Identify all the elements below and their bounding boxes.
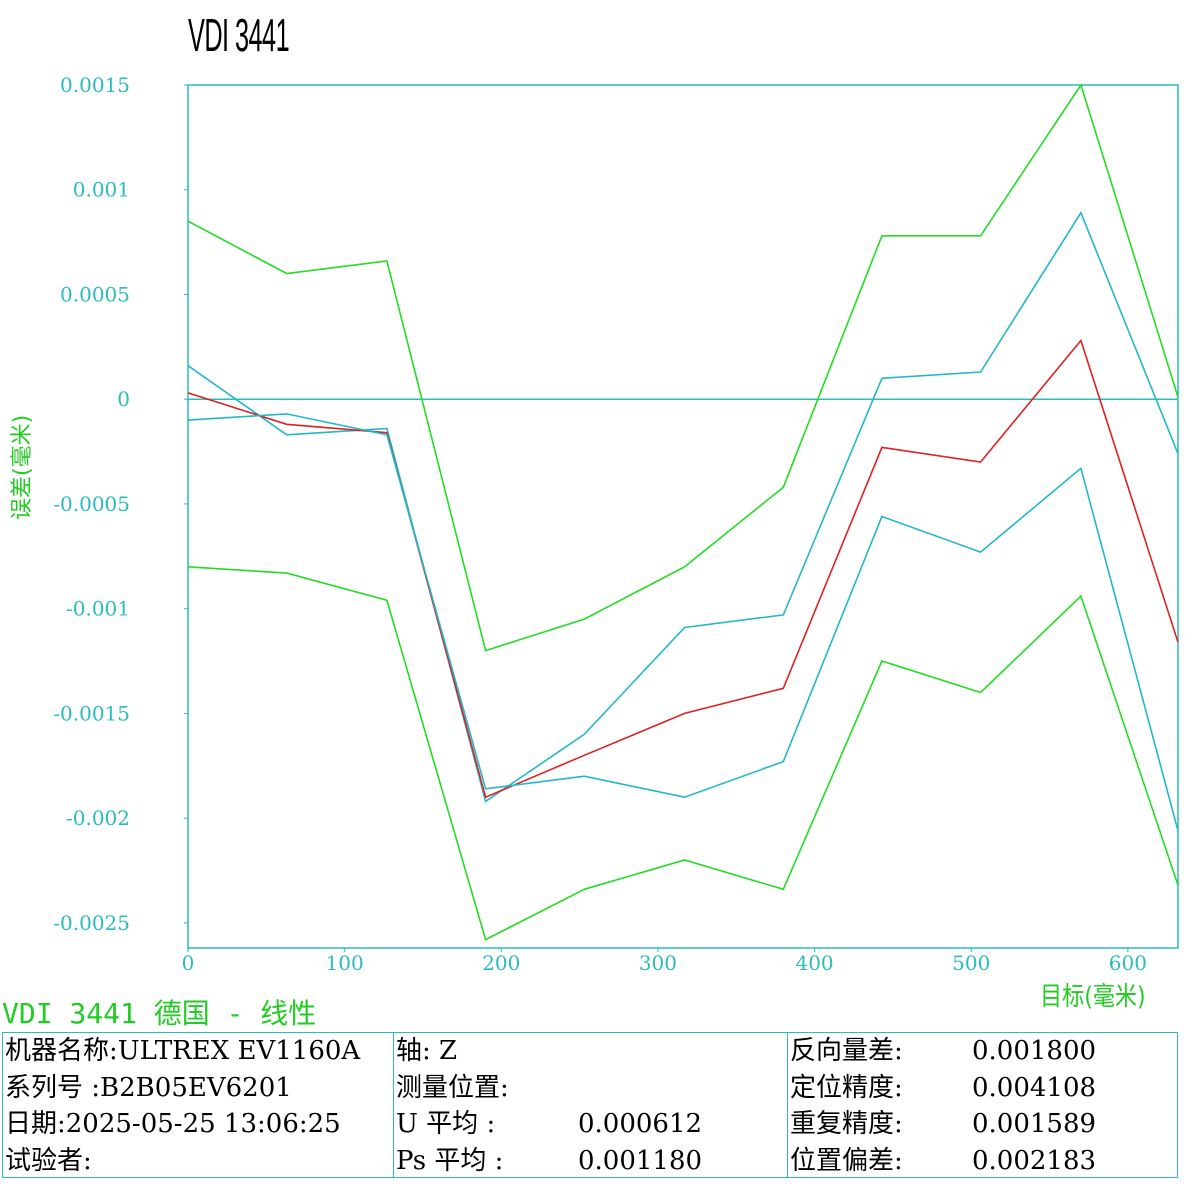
x-axis-label: 目标(毫米) [1040, 982, 1146, 1012]
series-line-backward [187, 413, 1179, 831]
info-table: 机器名称: ULTREX EV1160A 系列号 : B2B05EV6201 日期:… [2, 1032, 1178, 1178]
x-tick-label: 300 [639, 951, 677, 975]
info-key: 定位精度: [790, 1072, 903, 1103]
x-tick-label: 0 [182, 951, 195, 975]
info-row: 试验者: [5, 1143, 393, 1180]
y-tick-label: 0.001 [73, 178, 130, 202]
info-row: 日期: 2025-05-25 13:06:25 [5, 1106, 393, 1143]
series-line-forward [187, 211, 1179, 803]
info-row: 轴: Z [396, 1033, 787, 1070]
info-key: 测量位置: [396, 1072, 509, 1103]
info-key: 反向量差: [790, 1036, 903, 1066]
series-line-lower-band [187, 566, 1179, 941]
series-line-upper-band [187, 83, 1179, 652]
info-row: 定位精度: 0.004108 [790, 1070, 1177, 1107]
info-key: 日期: [5, 1109, 66, 1139]
x-tick-label: 500 [952, 951, 990, 975]
chart-subtitle: VDI 3441 德国 - 线性 [2, 997, 317, 1030]
y-tick-label: -0.002 [66, 806, 130, 830]
info-key: Ps 平均 : [396, 1145, 504, 1176]
info-value: 2025-05-25 13:06:25 [65, 1109, 341, 1139]
info-key: 系列号 : [5, 1072, 101, 1103]
y-tick-label: 0 [117, 387, 130, 411]
x-tick-label: 600 [1109, 951, 1147, 975]
x-tick-label: 100 [326, 951, 364, 975]
info-value: 0.001180 [578, 1145, 703, 1176]
x-tick-label: 400 [795, 951, 833, 975]
info-key: 机器名称: [5, 1036, 118, 1066]
info-column-axis: 轴: Z 测量位置: U 平均 : 0.000612 Ps 平均 : 0.00118… [394, 1033, 788, 1177]
y-axis-label: 误差(毫米) [10, 414, 35, 520]
info-row: 系列号 : B2B05EV6201 [5, 1070, 393, 1107]
info-column-machine: 机器名称: ULTREX EV1160A 系列号 : B2B05EV6201 日期:… [3, 1033, 394, 1177]
y-tick-label: -0.001 [66, 597, 130, 621]
info-value: B2B05EV6201 [100, 1072, 292, 1103]
info-row: 位置偏差: 0.002183 [790, 1143, 1177, 1180]
plot-frame [187, 84, 1179, 949]
info-key: 重复精度: [790, 1109, 903, 1139]
info-value: 0.004108 [972, 1072, 1097, 1103]
y-tick-label: -0.0025 [53, 911, 130, 935]
info-row: Ps 平均 : 0.001180 [396, 1143, 787, 1180]
info-value: 0.001800 [972, 1036, 1097, 1066]
info-value: 0.001589 [972, 1109, 1097, 1139]
y-tick-label: -0.0015 [53, 701, 130, 725]
info-key: 位置偏差: [790, 1145, 903, 1176]
info-row: 反向量差: 0.001800 [790, 1033, 1177, 1070]
series-line-mean [187, 338, 1179, 799]
info-row: U 平均 : 0.000612 [396, 1106, 787, 1143]
y-tick-label: 0.0015 [60, 73, 130, 97]
info-key: 试验者: [5, 1145, 92, 1176]
x-tick-label: 200 [482, 951, 520, 975]
info-key: U 平均 : [396, 1109, 496, 1139]
info-row: 重复精度: 0.001589 [790, 1106, 1177, 1143]
info-key: 轴: Z [396, 1036, 458, 1066]
chart-title: VDI 3441 [188, 9, 290, 61]
y-tick-label: -0.0005 [53, 492, 130, 516]
info-row: 机器名称: ULTREX EV1160A [5, 1033, 393, 1070]
info-value: 0.002183 [972, 1145, 1097, 1176]
info-column-results: 反向量差: 0.001800 定位精度: 0.004108 重复精度: 0.00158… [788, 1033, 1177, 1177]
info-value: 0.000612 [578, 1109, 703, 1139]
info-row: 测量位置: [396, 1070, 787, 1107]
info-value: ULTREX EV1160A [117, 1036, 361, 1066]
y-tick-label: 0.0005 [60, 282, 130, 306]
